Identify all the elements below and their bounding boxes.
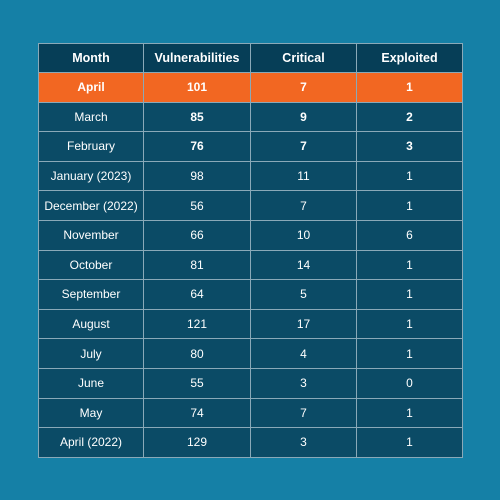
cell-month: June xyxy=(38,367,144,399)
cell-vulnerabilities: 121 xyxy=(143,308,251,340)
vulnerability-table: Month Vulnerabilities Critical Exploited… xyxy=(38,43,463,458)
cell-vulnerabilities: 56 xyxy=(143,190,251,221)
cell-vulnerabilities: 76 xyxy=(143,131,251,162)
cell-vulnerabilities: 85 xyxy=(143,101,251,133)
table-row: May 74 7 1 xyxy=(38,397,463,429)
cell-month: May xyxy=(38,397,144,429)
cell-critical: 7 xyxy=(250,397,357,429)
table-row: August 121 17 1 xyxy=(38,308,463,340)
cell-exploited: 2 xyxy=(356,101,463,133)
header-critical: Critical xyxy=(250,43,357,73)
table-row: July 80 4 1 xyxy=(38,338,463,369)
cell-month: December (2022) xyxy=(38,190,144,221)
cell-month: September xyxy=(38,279,144,310)
header-month: Month xyxy=(38,43,144,73)
cell-month: April (2022) xyxy=(38,427,144,458)
cell-exploited: 0 xyxy=(356,367,463,399)
cell-critical: 7 xyxy=(250,72,357,103)
cell-vulnerabilities: 66 xyxy=(143,219,251,251)
cell-critical: 3 xyxy=(250,427,357,458)
cell-vulnerabilities: 74 xyxy=(143,397,251,429)
table-row: January (2023) 98 11 1 xyxy=(38,160,463,192)
cell-vulnerabilities: 55 xyxy=(143,367,251,399)
cell-exploited: 1 xyxy=(356,427,463,458)
cell-critical: 5 xyxy=(250,279,357,310)
cell-month: April xyxy=(38,72,144,103)
cell-month: March xyxy=(38,101,144,133)
cell-critical: 10 xyxy=(250,219,357,251)
cell-exploited: 1 xyxy=(356,338,463,369)
cell-critical: 3 xyxy=(250,367,357,399)
cell-month: July xyxy=(38,338,144,369)
cell-month: October xyxy=(38,249,144,281)
cell-vulnerabilities: 64 xyxy=(143,279,251,310)
table-row: October 81 14 1 xyxy=(38,249,463,281)
table-row: April (2022) 129 3 1 xyxy=(38,427,463,458)
cell-month: January (2023) xyxy=(38,160,144,192)
cell-critical: 11 xyxy=(250,160,357,192)
cell-month: August xyxy=(38,308,144,340)
table-header-row: Month Vulnerabilities Critical Exploited xyxy=(38,43,463,73)
table-row: September 64 5 1 xyxy=(38,279,463,310)
cell-vulnerabilities: 81 xyxy=(143,249,251,281)
table-row: November 66 10 6 xyxy=(38,219,463,251)
header-exploited: Exploited xyxy=(356,43,463,73)
cell-critical: 7 xyxy=(250,190,357,221)
cell-vulnerabilities: 80 xyxy=(143,338,251,369)
cell-exploited: 1 xyxy=(356,160,463,192)
cell-vulnerabilities: 101 xyxy=(143,72,251,103)
cell-critical: 17 xyxy=(250,308,357,340)
header-vulnerabilities: Vulnerabilities xyxy=(143,43,251,73)
cell-exploited: 1 xyxy=(356,72,463,103)
table-row: March 85 9 2 xyxy=(38,101,463,133)
cell-critical: 4 xyxy=(250,338,357,369)
table-row: June 55 3 0 xyxy=(38,367,463,399)
cell-month: February xyxy=(38,131,144,162)
cell-exploited: 1 xyxy=(356,308,463,340)
table-row: December (2022) 56 7 1 xyxy=(38,190,463,221)
cell-exploited: 6 xyxy=(356,219,463,251)
cell-vulnerabilities: 129 xyxy=(143,427,251,458)
cell-critical: 9 xyxy=(250,101,357,133)
cell-exploited: 1 xyxy=(356,397,463,429)
table-row: April 101 7 1 xyxy=(38,72,463,103)
cell-vulnerabilities: 98 xyxy=(143,160,251,192)
cell-exploited: 1 xyxy=(356,249,463,281)
cell-exploited: 1 xyxy=(356,190,463,221)
cell-critical: 7 xyxy=(250,131,357,162)
cell-exploited: 1 xyxy=(356,279,463,310)
table-row: February 76 7 3 xyxy=(38,131,463,162)
cell-exploited: 3 xyxy=(356,131,463,162)
cell-critical: 14 xyxy=(250,249,357,281)
cell-month: November xyxy=(38,219,144,251)
